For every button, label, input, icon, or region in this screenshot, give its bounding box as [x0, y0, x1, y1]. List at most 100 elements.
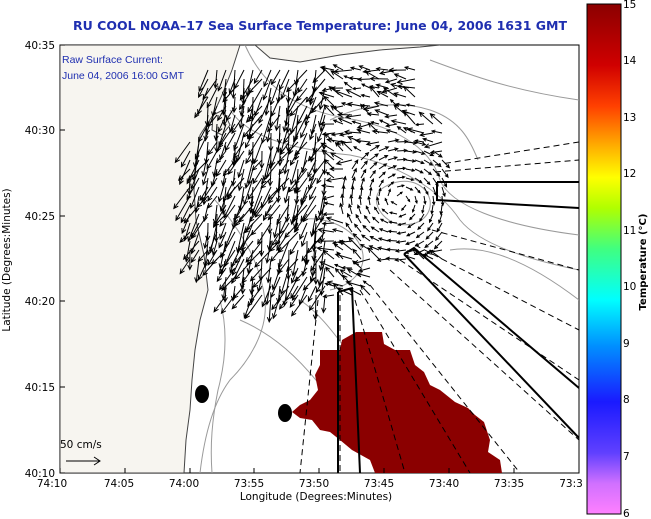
current-vector [356, 128, 371, 134]
current-vector [432, 177, 439, 187]
current-vector [358, 65, 371, 71]
current-vector [309, 186, 317, 201]
current-vector [180, 204, 191, 224]
current-vector [427, 222, 434, 232]
current-vector [409, 213, 416, 221]
hf-radar-site-1-icon [195, 385, 209, 403]
current-vector [386, 238, 398, 243]
current-vector [433, 240, 443, 250]
current-vector [368, 245, 380, 251]
current-vector [414, 186, 421, 194]
current-vector [197, 78, 209, 99]
current-vector [411, 204, 416, 213]
colorbar-tick: 8 [623, 394, 630, 406]
current-vector [348, 203, 353, 215]
current-vector [371, 128, 389, 135]
current-vector [380, 87, 398, 94]
current-vector [349, 66, 362, 71]
current-vector [356, 272, 371, 278]
current-vector [301, 258, 308, 277]
current-vector [301, 240, 317, 262]
current-vector [439, 204, 444, 216]
current-vector [393, 73, 407, 80]
current-vector [213, 123, 219, 142]
current-vector [323, 201, 335, 206]
current-vector [403, 85, 416, 98]
current-vector [396, 191, 404, 197]
current-vector [385, 256, 398, 261]
current-vector [341, 265, 353, 270]
current-vector [352, 248, 362, 260]
current-vector [423, 141, 443, 149]
current-vector [403, 254, 416, 260]
current-vector [407, 222, 416, 229]
current-vector [197, 258, 209, 281]
current-vector [378, 146, 390, 152]
current-vector [330, 70, 344, 80]
current-vector [347, 288, 362, 296]
current-vector [280, 78, 290, 100]
current-vector [362, 105, 380, 112]
current-vector [345, 222, 353, 233]
current-vector [369, 85, 380, 98]
current-vector [332, 119, 344, 125]
current-vector [218, 240, 227, 270]
current-vector [432, 168, 441, 177]
current-vector [405, 177, 415, 182]
current-vector [261, 285, 272, 308]
colorbar-label: Temperature (°C) [638, 214, 649, 311]
current-vector [370, 226, 380, 233]
current-vector [388, 220, 398, 224]
current-vector [378, 228, 389, 233]
current-vector [421, 204, 425, 214]
current-vector [230, 168, 237, 187]
current-vector [217, 69, 227, 92]
current-vector [369, 186, 373, 197]
current-vector [419, 132, 434, 137]
axis-ticks [59, 44, 515, 474]
current-vector [219, 195, 227, 213]
current-vector [325, 171, 335, 179]
current-vector [414, 195, 418, 205]
current-vector [387, 156, 399, 161]
current-vector [390, 201, 398, 206]
current-vector [378, 163, 388, 170]
current-vector [278, 294, 290, 310]
current-vector [345, 89, 362, 98]
current-vector [253, 69, 263, 85]
current-vector [396, 78, 416, 85]
current-vector [405, 195, 411, 203]
current-vector [385, 129, 398, 134]
current-vector [221, 276, 236, 292]
x-tick-label: 73:3 [559, 478, 583, 490]
current-vector [387, 165, 398, 170]
current-vector [194, 96, 209, 119]
current-vector [423, 177, 431, 186]
current-vector [429, 113, 443, 125]
y-tick-label: 40:25 [25, 211, 55, 223]
current-vector [309, 123, 317, 141]
current-vector [319, 261, 335, 269]
current-vector [389, 98, 398, 107]
current-vector [272, 213, 281, 239]
current-vector [396, 184, 406, 188]
current-vector [414, 122, 425, 127]
current-vector [175, 195, 191, 222]
current-vector [202, 240, 209, 269]
colorbar-tick: 9 [623, 338, 630, 350]
current-vector [331, 228, 344, 233]
current-vector [422, 253, 434, 260]
map-title: RU COOL NOAA–17 Sea Surface Temperature:… [73, 18, 567, 33]
current-vector [441, 186, 446, 198]
current-vector [289, 150, 299, 167]
current-vector [362, 280, 371, 287]
current-vector [205, 222, 211, 242]
colorbar-tick: 7 [623, 451, 630, 463]
colorbar-tick: 12 [623, 168, 636, 180]
current-vector [219, 222, 227, 240]
colorbar-tick: 10 [623, 281, 636, 293]
current-vector [271, 231, 281, 247]
current-vector [249, 276, 255, 296]
current-vector [384, 78, 398, 84]
